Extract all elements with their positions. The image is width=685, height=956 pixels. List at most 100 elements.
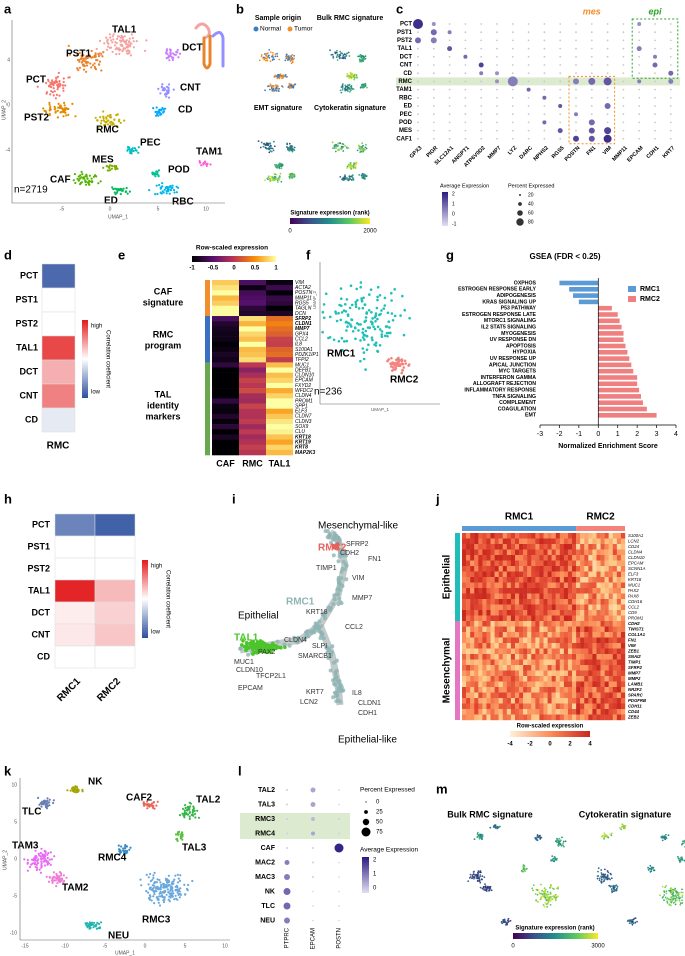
heatmap-cell: [474, 544, 479, 550]
cell-dot: [205, 163, 208, 166]
heatmap-cell: [478, 604, 483, 611]
dot: [338, 861, 340, 864]
heatmap-cell: [490, 560, 495, 567]
subpanel-title: Bulk RMC signature: [317, 15, 384, 22]
heatmap-cell: [580, 621, 585, 627]
legend-dot: [519, 194, 521, 196]
cell-dot: [484, 887, 487, 889]
heatmap-cell: [527, 659, 532, 666]
dot: [417, 113, 419, 116]
cell-dot: [153, 807, 156, 810]
panel-letter: f: [306, 247, 311, 262]
heatmap-cell: [478, 637, 483, 644]
cell-dot: [277, 87, 279, 90]
heatmap-cell: [510, 676, 516, 682]
gene-label: LYZ: [507, 145, 519, 157]
cell-dot: [392, 368, 396, 371]
dot: [448, 72, 451, 75]
heatmap-cell: [576, 621, 581, 627]
heatmap-cell: [523, 643, 528, 649]
heatmap-cell: [94, 601, 136, 625]
cell-dot: [479, 874, 482, 876]
heatmap-cell: [539, 577, 544, 583]
cell-dot: [72, 789, 75, 793]
heatmap-cell: [470, 648, 475, 655]
dot: [415, 37, 421, 44]
cell-dot: [534, 837, 537, 840]
heatmap-cell: [527, 599, 532, 605]
heatmap-cell: [478, 610, 483, 616]
cell-dot: [34, 865, 37, 869]
category-label: TNFA SIGNALING: [492, 394, 536, 400]
heatmap-cell: [616, 615, 622, 622]
heatmap-cell: [212, 280, 239, 286]
cell-dot: [157, 898, 160, 902]
dot: [286, 818, 288, 820]
heatmap-cell: [616, 654, 622, 660]
cell-dot: [45, 81, 48, 85]
cell-dot: [194, 812, 197, 816]
group-bar: [576, 526, 625, 531]
heatmap-cell: [547, 588, 552, 594]
row-label: PCT: [32, 519, 51, 529]
cell-dot: [552, 895, 555, 898]
gene-label: ACTA2: [294, 285, 311, 291]
colorbar-tick: -4: [507, 742, 513, 748]
heatmap-cell: [482, 571, 487, 578]
heatmap-cell: [510, 577, 516, 583]
dot: [588, 77, 596, 85]
cell-dot: [404, 362, 408, 365]
dot: [575, 39, 577, 42]
cell-dot: [355, 287, 359, 291]
dot: [638, 55, 641, 58]
cell-dot: [545, 893, 547, 895]
heatmap-cell: [506, 665, 512, 671]
cell-dot: [62, 77, 65, 80]
group-label: identity: [147, 400, 179, 410]
dot: [622, 96, 625, 99]
gene-label: CD44: [628, 709, 640, 714]
category-label: INTERFERON GAMMA: [481, 375, 537, 381]
cell-dot: [134, 149, 137, 152]
group-strip: [205, 285, 210, 291]
heatmap-cell: [580, 637, 585, 644]
cell-dot: [169, 54, 172, 57]
cell-dot: [115, 42, 118, 45]
heatmap-cell: [547, 654, 552, 660]
heatmap-cell: [588, 615, 593, 622]
dot: [527, 137, 530, 140]
heatmap-cell: [212, 388, 239, 394]
heatmap-cell: [551, 659, 556, 666]
heatmap-cell: [596, 571, 601, 578]
heatmap-cell: [592, 555, 597, 561]
category-label: INFLAMMATORY RESPONSE: [464, 387, 536, 393]
heatmap-cell: [474, 626, 479, 633]
heatmap-cell: [212, 321, 239, 327]
heatmap-cell: [531, 593, 536, 600]
heatmap-cell: [519, 549, 524, 556]
heatmap-cell: [600, 698, 605, 704]
heatmap-cell: [470, 692, 475, 699]
heatmap-cell: [567, 560, 573, 567]
cell-dot: [340, 336, 344, 340]
cell-dot: [196, 809, 199, 812]
heatmap-cell: [551, 676, 556, 682]
heatmap-cell: [502, 698, 508, 704]
heatmap-cell: [490, 681, 495, 688]
cell-dot: [149, 872, 152, 876]
dot: [559, 47, 562, 50]
cell-dot: [77, 789, 80, 793]
heatmap-cell: [584, 681, 589, 688]
cell-dot: [359, 86, 362, 89]
heatmap-cell: [616, 555, 622, 561]
category-label: MYC TARGETS: [499, 369, 537, 375]
heatmap-cell: [519, 692, 524, 699]
row-label: POD: [399, 120, 413, 126]
cell-dot: [98, 927, 102, 930]
cell-dot: [344, 563, 349, 568]
cell-dot: [267, 85, 269, 88]
heatmap-cell: [535, 538, 540, 545]
cell-dot: [275, 166, 278, 169]
cell-dot: [336, 592, 341, 596]
cell-dot: [161, 894, 164, 897]
